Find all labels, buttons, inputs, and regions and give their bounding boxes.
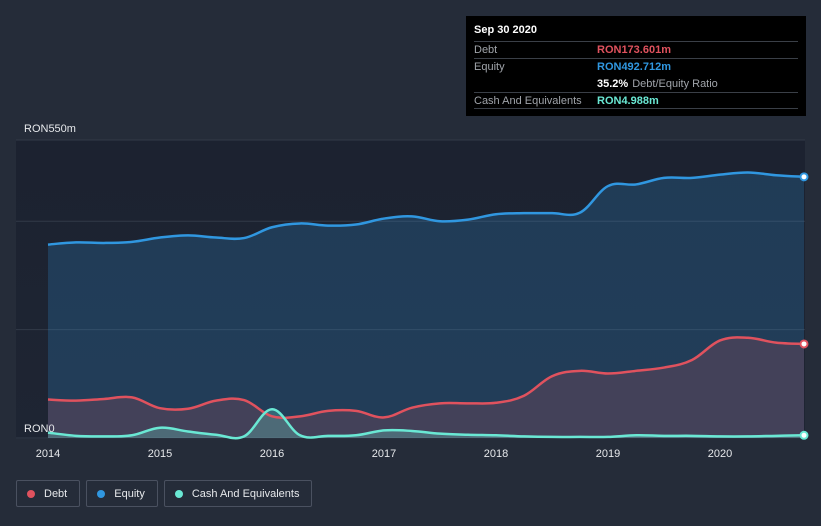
tooltip-cash-value: RON4.988m xyxy=(597,94,659,107)
tooltip: Sep 30 2020 Debt RON173.601m Equity RON4… xyxy=(466,16,806,116)
legend-cash-label: Cash And Equivalents xyxy=(191,487,300,500)
legend-item-equity[interactable]: Equity xyxy=(86,480,158,507)
x-tick-label: 2015 xyxy=(148,448,172,460)
plot-background xyxy=(16,140,805,439)
x-tick-label: 2019 xyxy=(596,448,620,460)
tooltip-ratio-value: 35.2% xyxy=(597,77,629,90)
legend-equity-label: Equity xyxy=(114,487,145,500)
cash-line xyxy=(47,408,805,440)
y-axis-top-label: RON550m xyxy=(24,123,76,135)
equity-line xyxy=(47,171,805,246)
x-tick-label: 2017 xyxy=(372,448,396,460)
tooltip-row-ratio: 35.2% Debt/Equity Ratio xyxy=(474,75,798,92)
tooltip-row-debt: Debt RON173.601m xyxy=(474,41,798,58)
cash-dot-icon xyxy=(174,489,183,498)
legend-item-cash[interactable]: Cash And Equivalents xyxy=(163,480,313,507)
debt-area xyxy=(48,337,804,438)
debt-dot-icon xyxy=(27,489,35,498)
tooltip-equity-label: Equity xyxy=(474,61,505,73)
cash-end-marker xyxy=(799,430,809,440)
tooltip-ratio-text: Debt/Equity Ratio xyxy=(632,77,718,90)
legend-debt-label: Debt xyxy=(44,487,68,500)
tooltip-cash-label: Cash And Equivalents xyxy=(474,94,582,107)
tooltip-debt-value: RON173.601m xyxy=(597,44,671,56)
equity-dot-icon xyxy=(97,489,106,498)
legend: Debt Equity Cash And Equivalents xyxy=(16,480,313,507)
tooltip-debt-label: Debt xyxy=(474,44,498,56)
tooltip-date: Sep 30 2020 xyxy=(474,24,537,36)
debt-end-marker xyxy=(799,339,809,349)
x-tick-label: 2018 xyxy=(484,448,508,460)
x-tick-label: 2014 xyxy=(36,448,60,460)
tooltip-row-cash: Cash And Equivalents RON4.988m xyxy=(474,92,798,109)
tooltip-equity-value: RON492.712m xyxy=(597,61,671,73)
debt-line xyxy=(47,336,805,420)
x-tick-label: 2016 xyxy=(260,448,284,460)
y-axis-bottom-label: RON0 xyxy=(24,423,55,435)
legend-item-debt[interactable]: Debt xyxy=(16,480,81,507)
tooltip-row-equity: Equity RON492.712m xyxy=(474,58,798,75)
x-tick-label: 2020 xyxy=(708,448,732,460)
equity-end-marker xyxy=(799,172,809,182)
